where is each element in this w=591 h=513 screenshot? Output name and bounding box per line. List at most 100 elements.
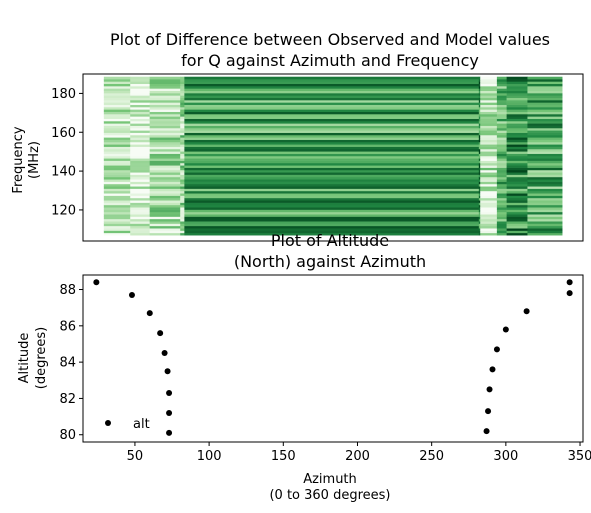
heatmap-cell	[184, 190, 480, 194]
heatmap-cell	[496, 127, 507, 131]
scatter-point	[486, 386, 493, 393]
heatmap-cell	[478, 160, 481, 164]
heatmap-cell	[184, 97, 480, 101]
heatmap-cell	[103, 97, 131, 101]
heatmap-cell	[478, 95, 481, 98]
heatmap-cell	[480, 172, 498, 175]
heatmap-cell	[130, 95, 150, 98]
heatmap-cell	[496, 132, 507, 136]
heatmap-cell	[184, 148, 480, 152]
heatmap-cell	[506, 116, 528, 119]
heatmap-cell	[184, 76, 480, 80]
heatmap-cell	[478, 127, 481, 131]
heatmap-cell	[180, 174, 185, 178]
heatmap-cell	[130, 221, 150, 224]
heatmap-ylabel-line1: Frequency	[11, 126, 26, 193]
heatmap-cell	[130, 93, 150, 96]
legend-marker	[105, 420, 111, 426]
heatmap-cell	[103, 155, 131, 159]
heatmap-cell	[527, 146, 563, 150]
heatmap-cell	[184, 95, 480, 98]
heatmap-cell	[184, 146, 480, 150]
heatmap-cell	[180, 90, 185, 94]
heatmap-cell	[180, 176, 185, 180]
heatmap-cell	[478, 100, 481, 103]
heatmap-cell	[480, 130, 498, 133]
heatmap-cell	[149, 114, 181, 117]
heatmap-cell	[496, 218, 507, 222]
heatmap-cell	[184, 116, 480, 119]
heatmap-cell	[480, 211, 498, 215]
heatmap-cell	[130, 104, 150, 108]
heatmap-cell	[480, 137, 498, 140]
heatmap-cell	[149, 104, 181, 108]
heatmap-cell	[480, 153, 498, 157]
heatmap-cell	[480, 195, 498, 199]
scatter-xlabel-line2: (0 to 360 degrees)	[269, 488, 390, 503]
heatmap-cell	[506, 218, 528, 222]
scatter-point	[502, 326, 509, 333]
heatmap-cell	[527, 162, 563, 166]
heatmap-cell	[496, 181, 507, 185]
scatter-point	[566, 290, 573, 297]
heatmap-cell	[184, 216, 480, 220]
heatmap-cell	[506, 214, 528, 217]
heatmap-cell	[480, 200, 498, 203]
heatmap-cell	[180, 127, 185, 131]
heatmap-cell	[180, 153, 185, 157]
heatmap-cell	[184, 197, 480, 201]
heatmap-cell	[527, 125, 563, 129]
heatmap-cell	[184, 109, 480, 112]
heatmap-cell	[506, 109, 528, 112]
heatmap-cell	[527, 102, 563, 105]
heatmap-cell	[478, 218, 481, 222]
heatmap-cell	[130, 232, 150, 236]
heatmap-cell	[103, 109, 131, 112]
heatmap-cell	[527, 141, 563, 145]
heatmap-cell	[496, 81, 507, 85]
heatmap-cell	[506, 209, 528, 213]
scatter-xtick-label: 250	[419, 449, 444, 464]
heatmap-cell	[149, 148, 181, 152]
heatmap-cell	[478, 116, 481, 119]
legend-label: alt	[133, 417, 150, 432]
heatmap-cell	[149, 81, 181, 85]
heatmap-cell	[130, 186, 150, 189]
heatmap-cell	[103, 167, 131, 171]
heatmap-cell	[184, 181, 480, 185]
heatmap-cell	[130, 169, 150, 173]
scatter-point	[493, 346, 500, 353]
heatmap-cell	[496, 176, 507, 180]
heatmap-cell	[496, 179, 507, 182]
heatmap-cell	[527, 216, 563, 220]
heatmap-cell	[478, 179, 481, 182]
heatmap-cell	[506, 165, 528, 168]
heatmap-cell	[496, 167, 507, 171]
heatmap-cell	[478, 186, 481, 189]
heatmap-cell	[149, 76, 181, 80]
heatmap-cell	[496, 183, 507, 187]
heatmap-cell	[496, 111, 507, 115]
heatmap-cell	[149, 83, 181, 87]
heatmap-cell	[496, 116, 507, 119]
heatmap-cell	[130, 146, 150, 150]
heatmap-cell	[103, 223, 131, 227]
heatmap-cell	[527, 118, 563, 122]
heatmap-cell	[506, 137, 528, 140]
heatmap-cell	[527, 218, 563, 222]
scatter-title-line1: Plot of Altitude	[271, 231, 389, 250]
heatmap-cell	[496, 76, 507, 80]
scatter-point	[157, 330, 164, 337]
heatmap-cell	[149, 160, 181, 164]
heatmap-cell	[180, 230, 185, 234]
heatmap-cell	[180, 179, 185, 182]
heatmap-cell	[130, 211, 150, 215]
heatmap-cell	[480, 162, 498, 166]
heatmap-cell	[527, 137, 563, 140]
heatmap-cell	[184, 83, 480, 87]
heatmap-cell	[478, 83, 481, 87]
heatmap-cell	[506, 76, 528, 80]
heatmap-cell	[478, 165, 481, 168]
heatmap-cell	[130, 174, 150, 178]
heatmap-cell	[480, 169, 498, 173]
